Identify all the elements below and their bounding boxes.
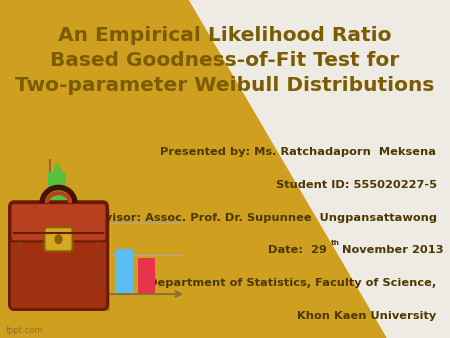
Polygon shape xyxy=(189,0,450,338)
FancyBboxPatch shape xyxy=(45,227,72,251)
Text: Date:  29: Date: 29 xyxy=(268,245,327,256)
FancyBboxPatch shape xyxy=(10,203,107,241)
Bar xyxy=(71,207,89,294)
Bar xyxy=(115,249,133,294)
Text: November 2013: November 2013 xyxy=(338,245,444,256)
Text: Department of Statistics, Faculty of Science,: Department of Statistics, Faculty of Sci… xyxy=(148,278,436,288)
Text: th: th xyxy=(331,240,340,246)
Bar xyxy=(93,227,111,294)
Text: fppt.com: fppt.com xyxy=(5,326,43,335)
Bar xyxy=(49,172,66,294)
FancyBboxPatch shape xyxy=(12,206,110,314)
Circle shape xyxy=(54,234,63,244)
Text: Advisor: Assoc. Prof. Dr. Supunnee  Ungpansattawong: Advisor: Assoc. Prof. Dr. Supunnee Ungpa… xyxy=(87,213,436,223)
Bar xyxy=(138,258,155,294)
Text: Student ID: 555020227-5: Student ID: 555020227-5 xyxy=(275,180,436,190)
Text: Presented by: Ms. Ratchadaporn  Meksena: Presented by: Ms. Ratchadaporn Meksena xyxy=(161,147,436,157)
Text: An Empirical Likelihood Ratio
Based Goodness-of-Fit Test for
Two-parameter Weibu: An Empirical Likelihood Ratio Based Good… xyxy=(15,26,435,95)
FancyBboxPatch shape xyxy=(9,202,108,310)
Polygon shape xyxy=(0,0,387,338)
Text: Khon Kaen University: Khon Kaen University xyxy=(297,311,436,321)
